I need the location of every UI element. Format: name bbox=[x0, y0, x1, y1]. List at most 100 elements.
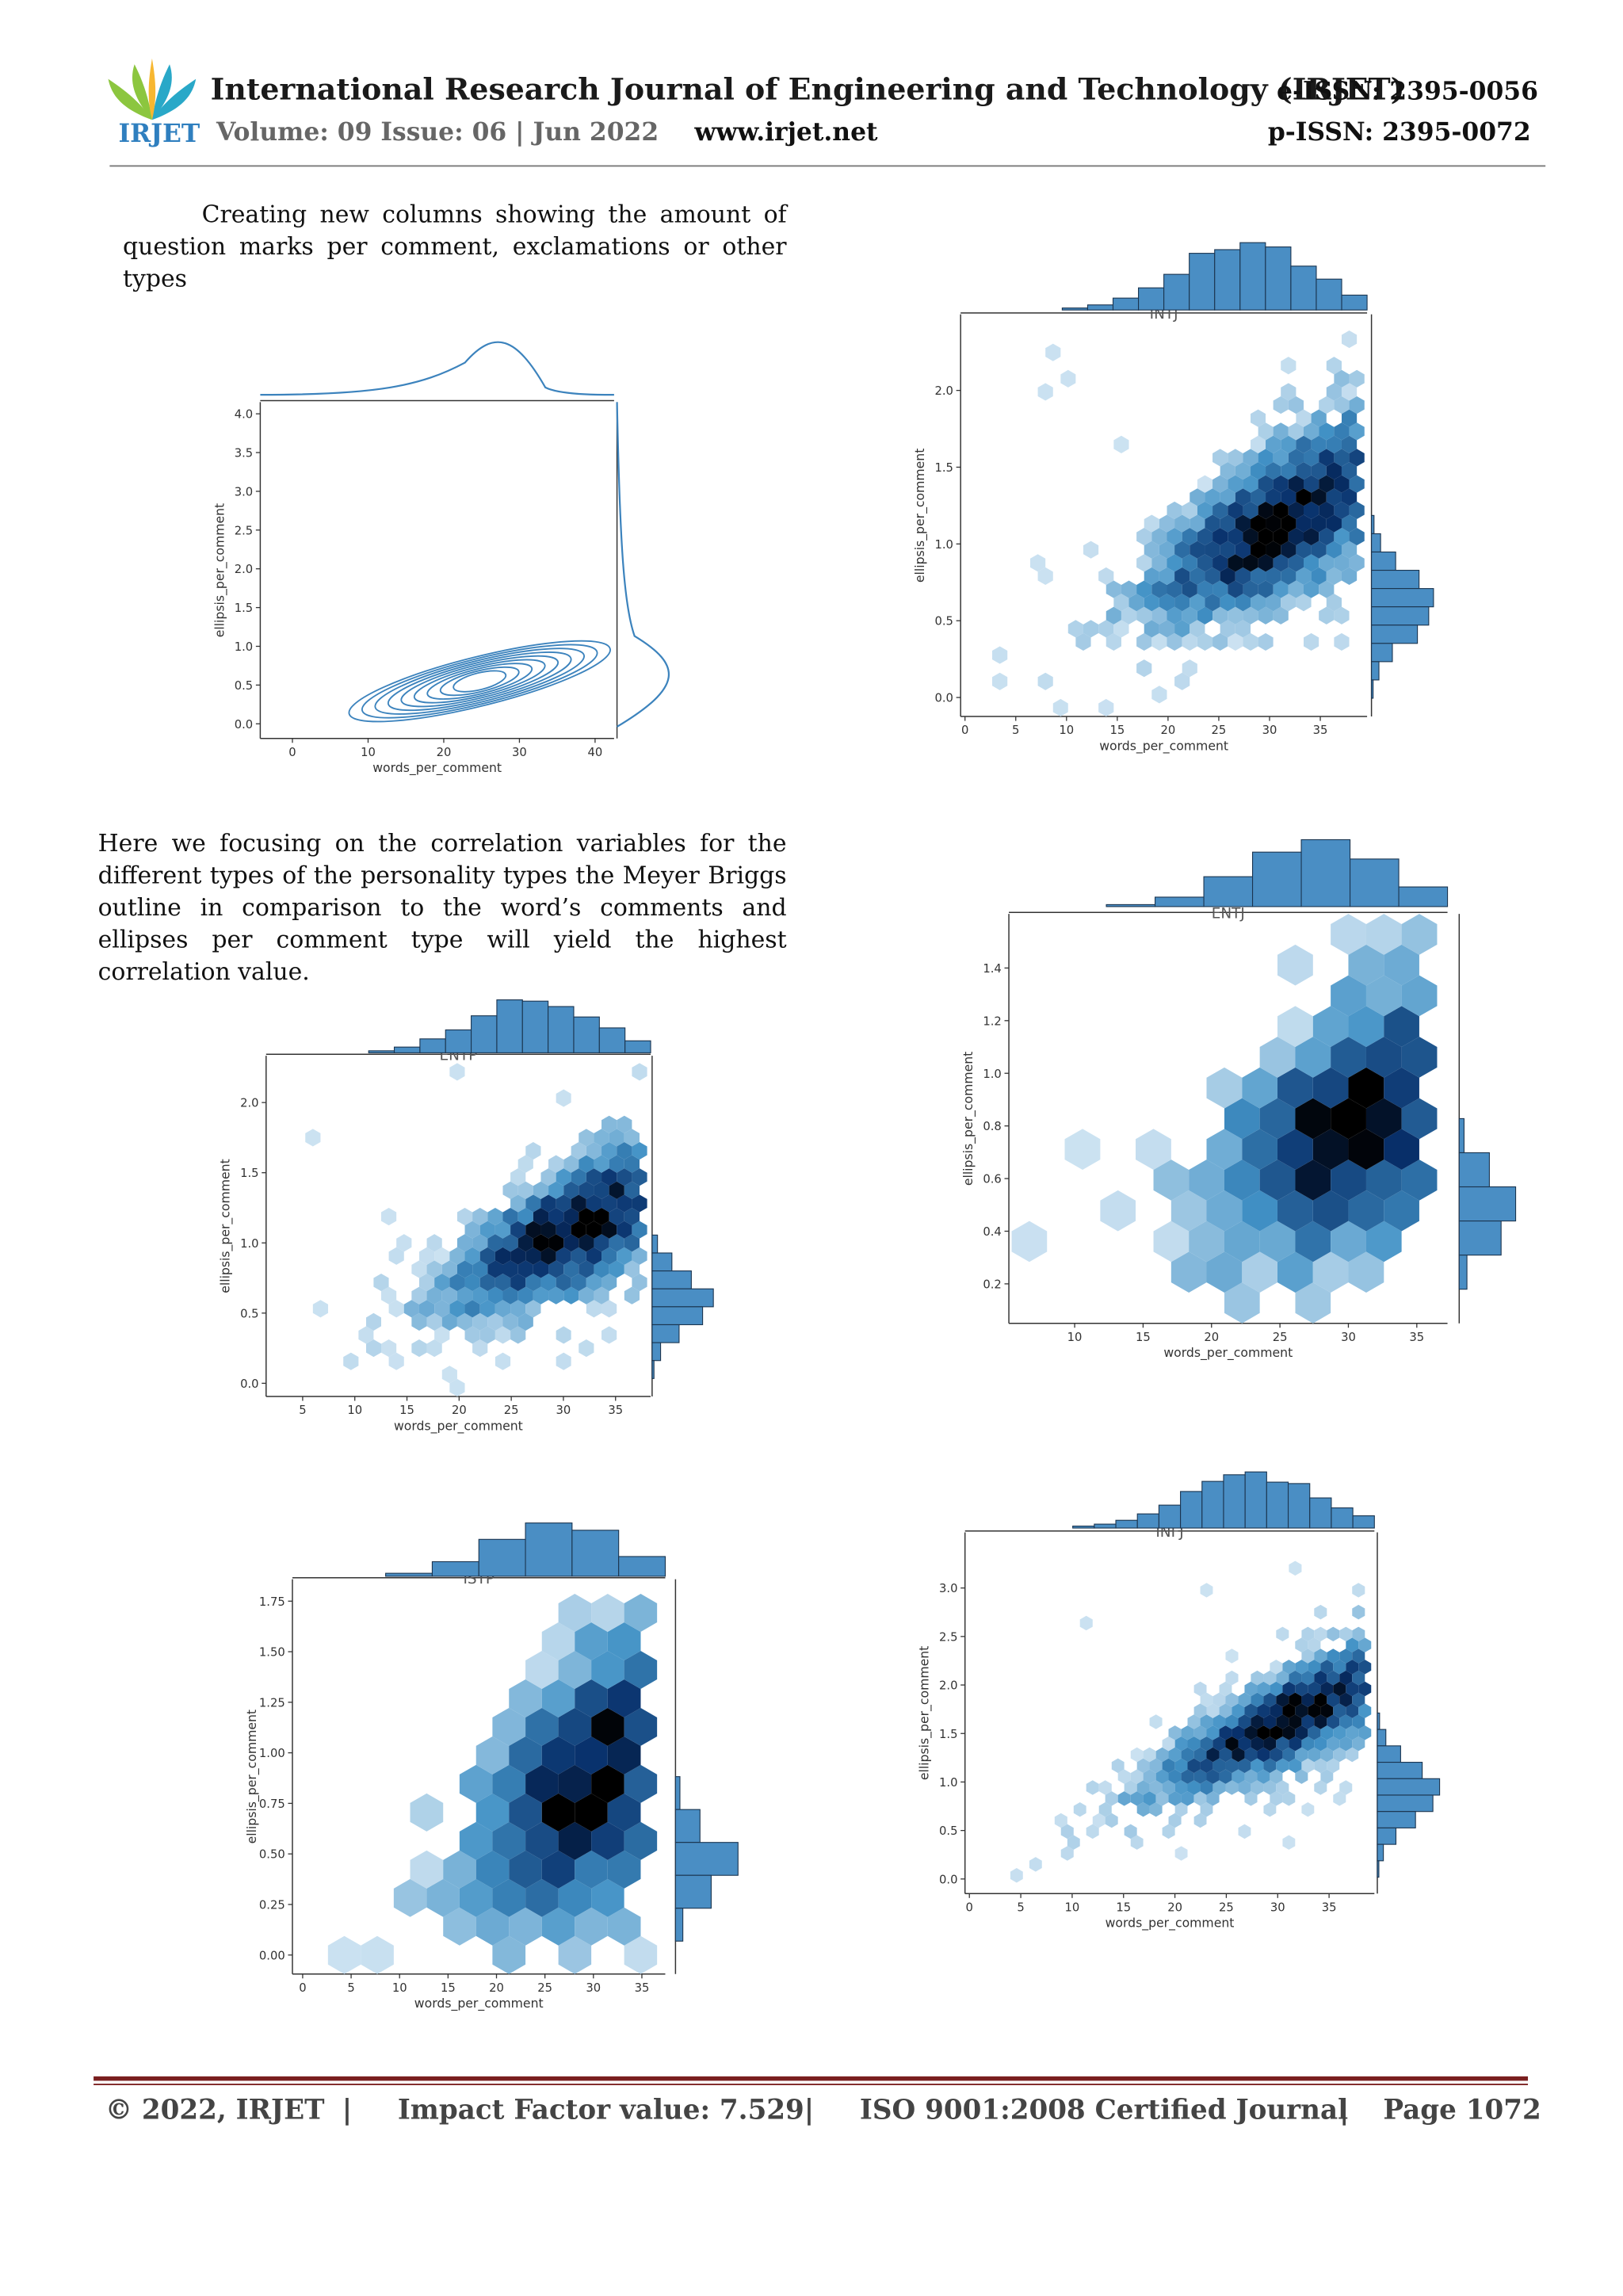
x-tick-label: 10 bbox=[361, 746, 376, 759]
y-tick-label: 1.0 bbox=[235, 640, 253, 654]
x-tick-label: 25 bbox=[1273, 1331, 1288, 1344]
y-tick-label: 4.0 bbox=[235, 408, 253, 422]
hexbin bbox=[1276, 1736, 1289, 1752]
logo-text: IRJET bbox=[118, 120, 200, 150]
hexbin bbox=[1168, 1791, 1182, 1806]
hexbin bbox=[1352, 1604, 1365, 1620]
y-tick-label: 1.2 bbox=[983, 1014, 1001, 1028]
hexbin bbox=[1339, 1692, 1353, 1708]
histogram-bar bbox=[1086, 304, 1114, 311]
histogram-bar bbox=[1377, 1778, 1441, 1796]
hexbin bbox=[1365, 1159, 1402, 1201]
x-axis-label: words_per_comment bbox=[1106, 1916, 1235, 1931]
hexbin bbox=[1341, 488, 1358, 506]
y-tick-label: 1.5 bbox=[939, 1728, 957, 1741]
hexbin bbox=[509, 1793, 542, 1832]
figure: 0 5 10 15 20 25 30 35 0.0 0.5 1.0 1.5 2.0 2.5 3.0 words… bbox=[917, 1471, 1441, 1931]
histogram-bar bbox=[1251, 851, 1302, 907]
hexbin bbox=[1235, 620, 1251, 638]
hexbin bbox=[456, 1207, 473, 1226]
hexbin bbox=[1190, 620, 1205, 638]
hexbin bbox=[1105, 1791, 1118, 1806]
hexbin bbox=[1037, 672, 1053, 690]
histogram-bar bbox=[1331, 1507, 1354, 1529]
hexbin bbox=[426, 1234, 442, 1252]
hexbin bbox=[1304, 528, 1319, 546]
histogram-bar bbox=[1377, 1860, 1380, 1878]
hexbin bbox=[1244, 1747, 1258, 1763]
histogram-bar bbox=[1112, 297, 1140, 311]
hexbin bbox=[361, 1935, 394, 1974]
hexbin bbox=[1167, 632, 1182, 651]
hexbin bbox=[1242, 1251, 1277, 1293]
hexbin bbox=[594, 1260, 609, 1278]
hexbin bbox=[1295, 1769, 1308, 1784]
hexbin bbox=[1212, 1758, 1226, 1774]
hexbin bbox=[1304, 449, 1319, 467]
hexbin bbox=[1334, 528, 1350, 546]
histogram-bar bbox=[1223, 1474, 1246, 1529]
hexbin bbox=[624, 1764, 658, 1803]
hexbin bbox=[517, 1312, 533, 1331]
hexbin bbox=[1304, 475, 1319, 493]
hexbin bbox=[1331, 914, 1366, 955]
hexbin bbox=[1155, 1791, 1169, 1806]
hexbin bbox=[1288, 475, 1304, 493]
hexbin bbox=[1384, 944, 1419, 986]
hexbin bbox=[1251, 435, 1266, 453]
hexbin bbox=[441, 1312, 457, 1331]
hexbin bbox=[558, 1707, 592, 1746]
hexbin bbox=[502, 1181, 518, 1199]
hexbin bbox=[1270, 1660, 1283, 1675]
hexbin bbox=[1308, 1660, 1321, 1675]
contour bbox=[413, 659, 546, 704]
hexbin bbox=[1365, 1221, 1402, 1263]
hexbin bbox=[1212, 554, 1228, 572]
hexbin bbox=[1212, 475, 1228, 493]
hexbin bbox=[472, 1339, 488, 1358]
hexbin bbox=[1384, 1067, 1419, 1109]
y-tick-label: 0.75 bbox=[259, 1797, 285, 1811]
hexbin bbox=[1341, 541, 1358, 559]
hexbin bbox=[1331, 975, 1366, 1017]
hexbin bbox=[1130, 1835, 1144, 1850]
hexbin bbox=[594, 1155, 609, 1173]
histogram-bar bbox=[1458, 1255, 1468, 1290]
hexbin bbox=[632, 1168, 647, 1186]
hexbin bbox=[509, 1907, 542, 1946]
hexbin bbox=[525, 1141, 541, 1160]
hexbin bbox=[1288, 422, 1304, 441]
x-tick-label: 5 bbox=[1017, 1901, 1024, 1914]
hexbin bbox=[1326, 435, 1342, 453]
histogram-bar bbox=[651, 1324, 680, 1343]
hexbin bbox=[495, 1352, 511, 1370]
hexbin bbox=[548, 1234, 564, 1252]
hexbin bbox=[1319, 554, 1335, 572]
hexbin bbox=[1086, 1780, 1099, 1795]
hexbin bbox=[1312, 1190, 1349, 1232]
hexbin bbox=[1312, 1251, 1349, 1293]
histogram-bar bbox=[521, 1000, 549, 1053]
y-tick-label: 0.4 bbox=[983, 1225, 1001, 1239]
hexbin bbox=[1219, 1703, 1232, 1718]
hexbin bbox=[1193, 1769, 1207, 1784]
histogram-bar bbox=[1316, 278, 1342, 311]
hexbin bbox=[579, 1234, 594, 1252]
histogram-bar bbox=[496, 999, 523, 1053]
hexbin bbox=[1295, 1637, 1308, 1652]
hexbin bbox=[1288, 580, 1304, 598]
hexbin bbox=[1149, 1801, 1163, 1817]
histogram-bar bbox=[1239, 242, 1266, 311]
hexbin bbox=[1144, 541, 1159, 559]
histogram-bar bbox=[1458, 1221, 1502, 1256]
hexbin bbox=[1349, 528, 1365, 546]
hexbin bbox=[1212, 632, 1228, 651]
hexbin bbox=[632, 1063, 647, 1081]
hexbin bbox=[1346, 1703, 1359, 1718]
hexbin bbox=[1314, 1736, 1327, 1752]
hexbin bbox=[1311, 409, 1327, 427]
volume: Volume: 09 Issue: 06 | Jun 2022 bbox=[216, 118, 659, 148]
x-axis-label: words_per_comment bbox=[394, 1418, 523, 1434]
hexbin bbox=[434, 1273, 450, 1292]
hexbin bbox=[632, 1273, 647, 1292]
